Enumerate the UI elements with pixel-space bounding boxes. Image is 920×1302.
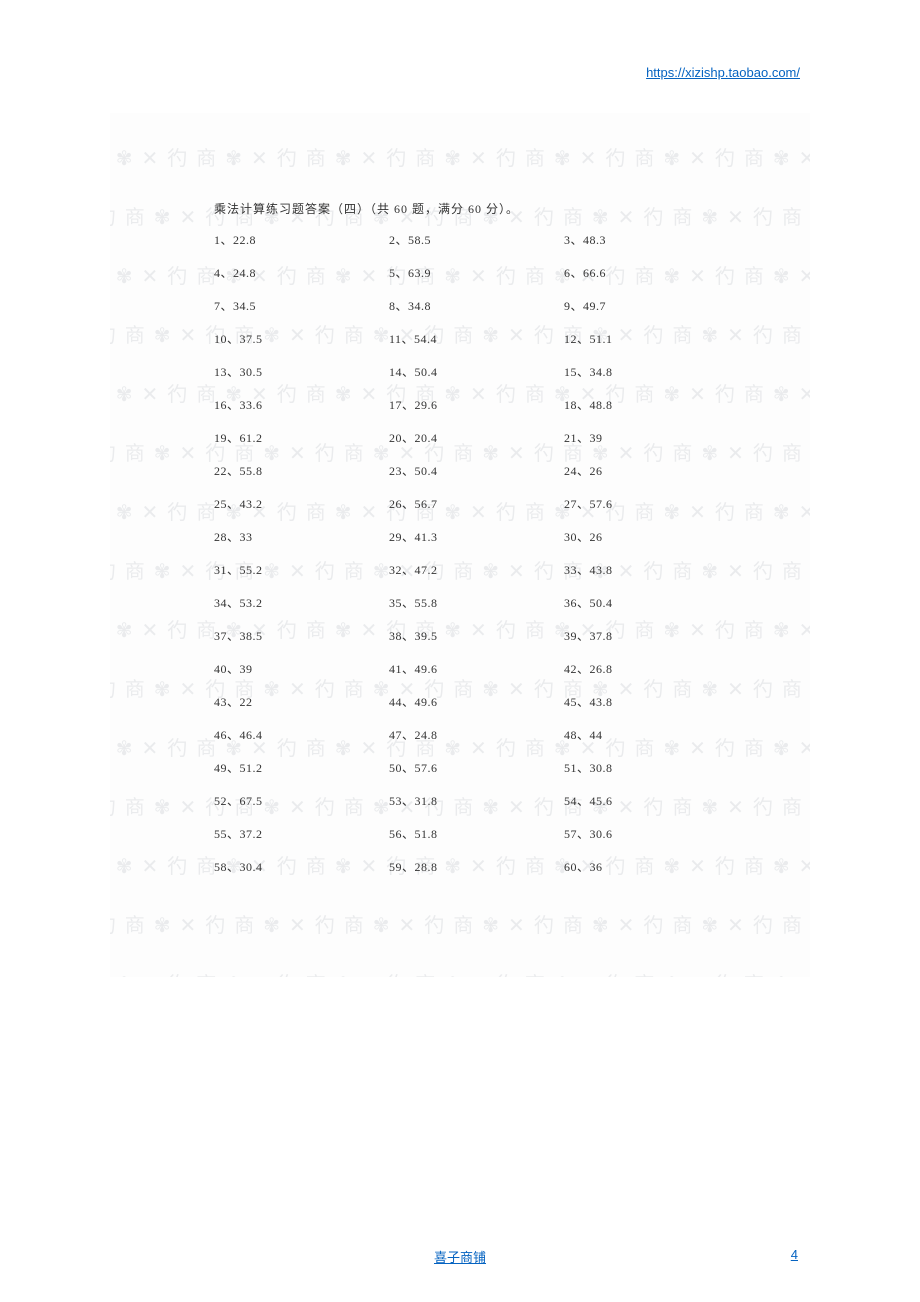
answer-cell: 52、67.5 bbox=[214, 792, 389, 809]
answer-cell: 50、57.6 bbox=[389, 759, 564, 776]
header-url-link[interactable]: https://xizishp.taobao.com/ bbox=[646, 65, 800, 80]
footer-shop-link[interactable]: 喜子商铺 bbox=[434, 1247, 486, 1266]
answer-cell: 55、37.2 bbox=[214, 825, 389, 842]
answer-cell: 35、55.8 bbox=[389, 594, 564, 611]
answer-cell: 37、38.5 bbox=[214, 627, 389, 644]
answer-cell: 32、47.2 bbox=[389, 561, 564, 578]
answer-cell: 26、56.7 bbox=[389, 495, 564, 512]
answer-cell: 20、20.4 bbox=[389, 429, 564, 446]
answer-cell: 49、51.2 bbox=[214, 759, 389, 776]
answer-cell: 10、37.5 bbox=[214, 330, 389, 347]
answer-cell: 5、63.9 bbox=[389, 264, 564, 281]
answer-cell: 27、57.6 bbox=[564, 495, 739, 512]
answer-cell: 23、50.4 bbox=[389, 462, 564, 479]
watermark-row: ✕ 彴 商 ✾ ✕ 彴 商 ✾ ✕ 彴 商 ✾ ✕ 彴 商 ✾ ✕ 彴 商 ✾ … bbox=[110, 142, 810, 171]
answer-cell: 58、30.4 bbox=[214, 858, 389, 875]
answer-cell: 4、24.8 bbox=[214, 264, 389, 281]
answer-cell: 38、39.5 bbox=[389, 627, 564, 644]
answer-cell: 1、22.8 bbox=[214, 231, 389, 248]
answer-cell: 30、26 bbox=[564, 528, 739, 545]
answer-cell: 14、50.4 bbox=[389, 363, 564, 380]
answer-cell: 40、39 bbox=[214, 660, 389, 677]
answer-cell: 15、34.8 bbox=[564, 363, 739, 380]
answer-cell: 56、51.8 bbox=[389, 825, 564, 842]
answer-cell: 9、49.7 bbox=[564, 297, 739, 314]
answer-cell: 24、26 bbox=[564, 462, 739, 479]
answer-cell: 48、44 bbox=[564, 726, 739, 743]
answer-cell: 12、51.1 bbox=[564, 330, 739, 347]
answer-cell: 53、31.8 bbox=[389, 792, 564, 809]
answer-cell: 25、43.2 bbox=[214, 495, 389, 512]
answer-cell: 29、41.3 bbox=[389, 528, 564, 545]
content-area: 乘法计算练习题答案（四）（共 60 题，满分 60 分）。 1、22.82、58… bbox=[214, 200, 774, 875]
answer-cell: 31、55.2 bbox=[214, 561, 389, 578]
answer-cell: 57、30.6 bbox=[564, 825, 739, 842]
answer-cell: 54、45.6 bbox=[564, 792, 739, 809]
answer-cell: 19、61.2 bbox=[214, 429, 389, 446]
answer-cell: 51、30.8 bbox=[564, 759, 739, 776]
answer-cell: 42、26.8 bbox=[564, 660, 739, 677]
answer-cell: 45、43.8 bbox=[564, 693, 739, 710]
answer-cell: 44、49.6 bbox=[389, 693, 564, 710]
answer-cell: 22、55.8 bbox=[214, 462, 389, 479]
answer-cell: 16、33.6 bbox=[214, 396, 389, 413]
answer-cell: 41、49.6 bbox=[389, 660, 564, 677]
answer-cell: 17、29.6 bbox=[389, 396, 564, 413]
answer-cell: 33、43.8 bbox=[564, 561, 739, 578]
footer-page-number[interactable]: 4 bbox=[791, 1247, 798, 1262]
answer-cell: 13、30.5 bbox=[214, 363, 389, 380]
worksheet-title: 乘法计算练习题答案（四）（共 60 题，满分 60 分）。 bbox=[214, 200, 774, 217]
watermark-row: ✕ 彴 商 ✾ ✕ 彴 商 ✾ ✕ 彴 商 ✾ ✕ 彴 商 ✾ ✕ 彴 商 ✾ … bbox=[110, 909, 810, 938]
answer-cell: 28、33 bbox=[214, 528, 389, 545]
answer-cell: 47、24.8 bbox=[389, 726, 564, 743]
answer-cell: 34、53.2 bbox=[214, 594, 389, 611]
answer-cell: 43、22 bbox=[214, 693, 389, 710]
answer-cell: 3、48.3 bbox=[564, 231, 739, 248]
answer-cell: 18、48.8 bbox=[564, 396, 739, 413]
answer-cell: 2、58.5 bbox=[389, 231, 564, 248]
answer-cell: 36、50.4 bbox=[564, 594, 739, 611]
answer-cell: 7、34.5 bbox=[214, 297, 389, 314]
answer-cell: 8、34.8 bbox=[389, 297, 564, 314]
answer-cell: 39、37.8 bbox=[564, 627, 739, 644]
answer-grid: 1、22.82、58.53、48.3 4、24.85、63.96、66.6 7、34… bbox=[214, 231, 774, 875]
answer-cell: 46、46.4 bbox=[214, 726, 389, 743]
answer-cell: 11、54.4 bbox=[389, 330, 564, 347]
answer-cell: 6、66.6 bbox=[564, 264, 739, 281]
answer-cell: 21、39 bbox=[564, 429, 739, 446]
watermark-row: ✕ 彴 商 ✾ ✕ 彴 商 ✾ ✕ 彴 商 ✾ ✕ 彴 商 ✾ ✕ 彴 商 ✾ … bbox=[110, 968, 810, 977]
answer-cell: 59、28.8 bbox=[389, 858, 564, 875]
answer-cell: 60、36 bbox=[564, 858, 739, 875]
